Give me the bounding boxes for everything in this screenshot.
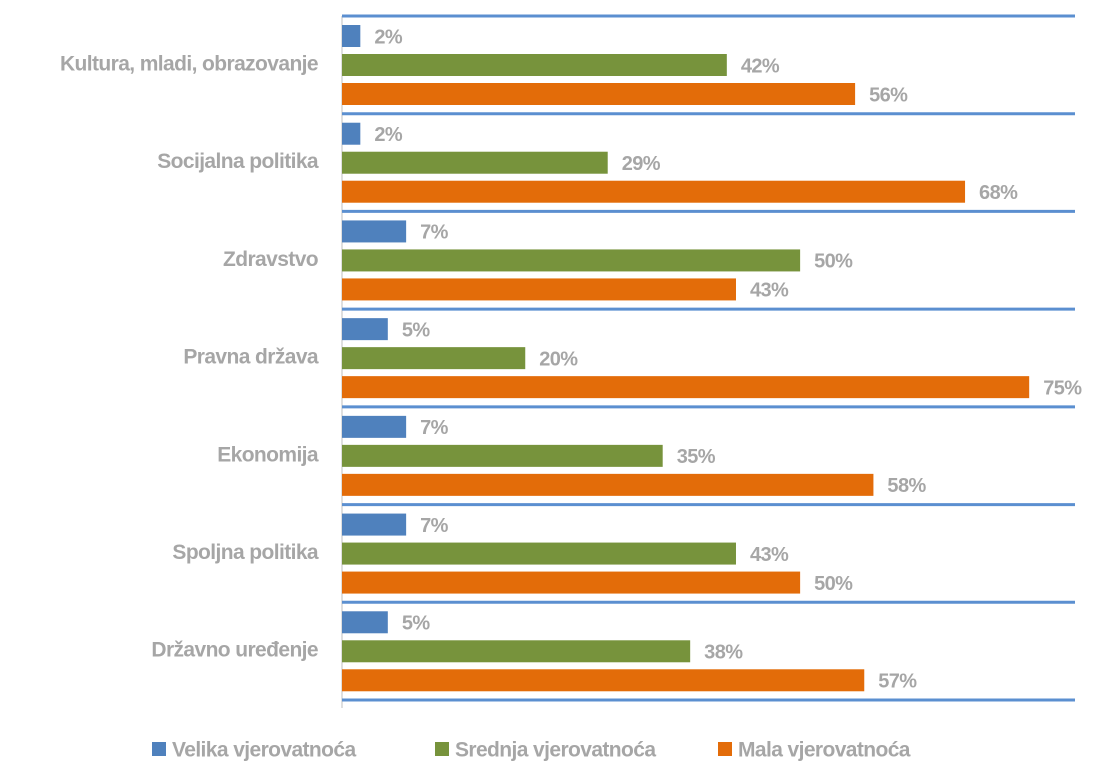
category-label: Zdravstvo	[223, 248, 318, 271]
data-label: 43%	[750, 544, 789, 566]
data-label: 50%	[814, 573, 853, 595]
bar	[342, 473, 874, 496]
bar	[342, 25, 361, 47]
bar	[342, 318, 388, 341]
bar	[342, 347, 526, 370]
bar	[342, 376, 1030, 399]
data-label: 5%	[402, 613, 431, 635]
bar	[342, 640, 691, 663]
data-label: 57%	[878, 671, 917, 693]
bar	[342, 444, 663, 467]
category-label: Pravna država	[183, 346, 319, 369]
data-label: 75%	[1043, 377, 1082, 399]
data-label: 35%	[677, 446, 716, 468]
data-label: 7%	[420, 417, 449, 439]
data-label: 42%	[741, 55, 780, 77]
bar	[342, 611, 388, 634]
data-label: 29%	[622, 153, 661, 175]
bar	[342, 278, 736, 301]
data-label: 38%	[704, 642, 743, 664]
bar	[342, 669, 865, 692]
legend-label: Srednja vjerovatnoća	[455, 739, 656, 762]
bar	[342, 180, 966, 203]
bar	[342, 571, 801, 594]
legend-label: Velika vjerovatnoća	[172, 739, 356, 762]
data-label: 7%	[420, 515, 449, 537]
data-label: 68%	[979, 182, 1018, 204]
data-label: 56%	[869, 84, 908, 106]
bar	[342, 151, 608, 174]
legend-swatch	[435, 742, 449, 756]
legend-swatch	[152, 742, 166, 756]
bar	[342, 220, 407, 243]
legend-label: Mala vjerovatnoća	[738, 739, 911, 762]
legend-swatch	[718, 742, 732, 756]
category-label: Ekonomija	[217, 443, 319, 466]
data-label: 43%	[750, 280, 789, 302]
category-label: Kultura, mladi, obrazovanje	[60, 52, 318, 75]
data-label: 2%	[374, 124, 403, 146]
bar	[342, 122, 361, 145]
bar	[342, 415, 407, 438]
data-label: 5%	[402, 319, 431, 341]
bar	[342, 83, 856, 105]
bar	[342, 542, 736, 565]
bar	[342, 249, 801, 272]
data-label: 58%	[887, 475, 926, 497]
bar	[342, 54, 727, 76]
data-label: 7%	[420, 222, 449, 244]
category-label: Socijalna politika	[157, 150, 319, 173]
data-label: 20%	[539, 348, 578, 370]
category-label: Državno uređenje	[151, 639, 318, 662]
bar	[342, 513, 407, 536]
data-label: 2%	[374, 26, 403, 48]
category-label: Spoljna politika	[172, 541, 319, 564]
data-label: 50%	[814, 251, 853, 273]
